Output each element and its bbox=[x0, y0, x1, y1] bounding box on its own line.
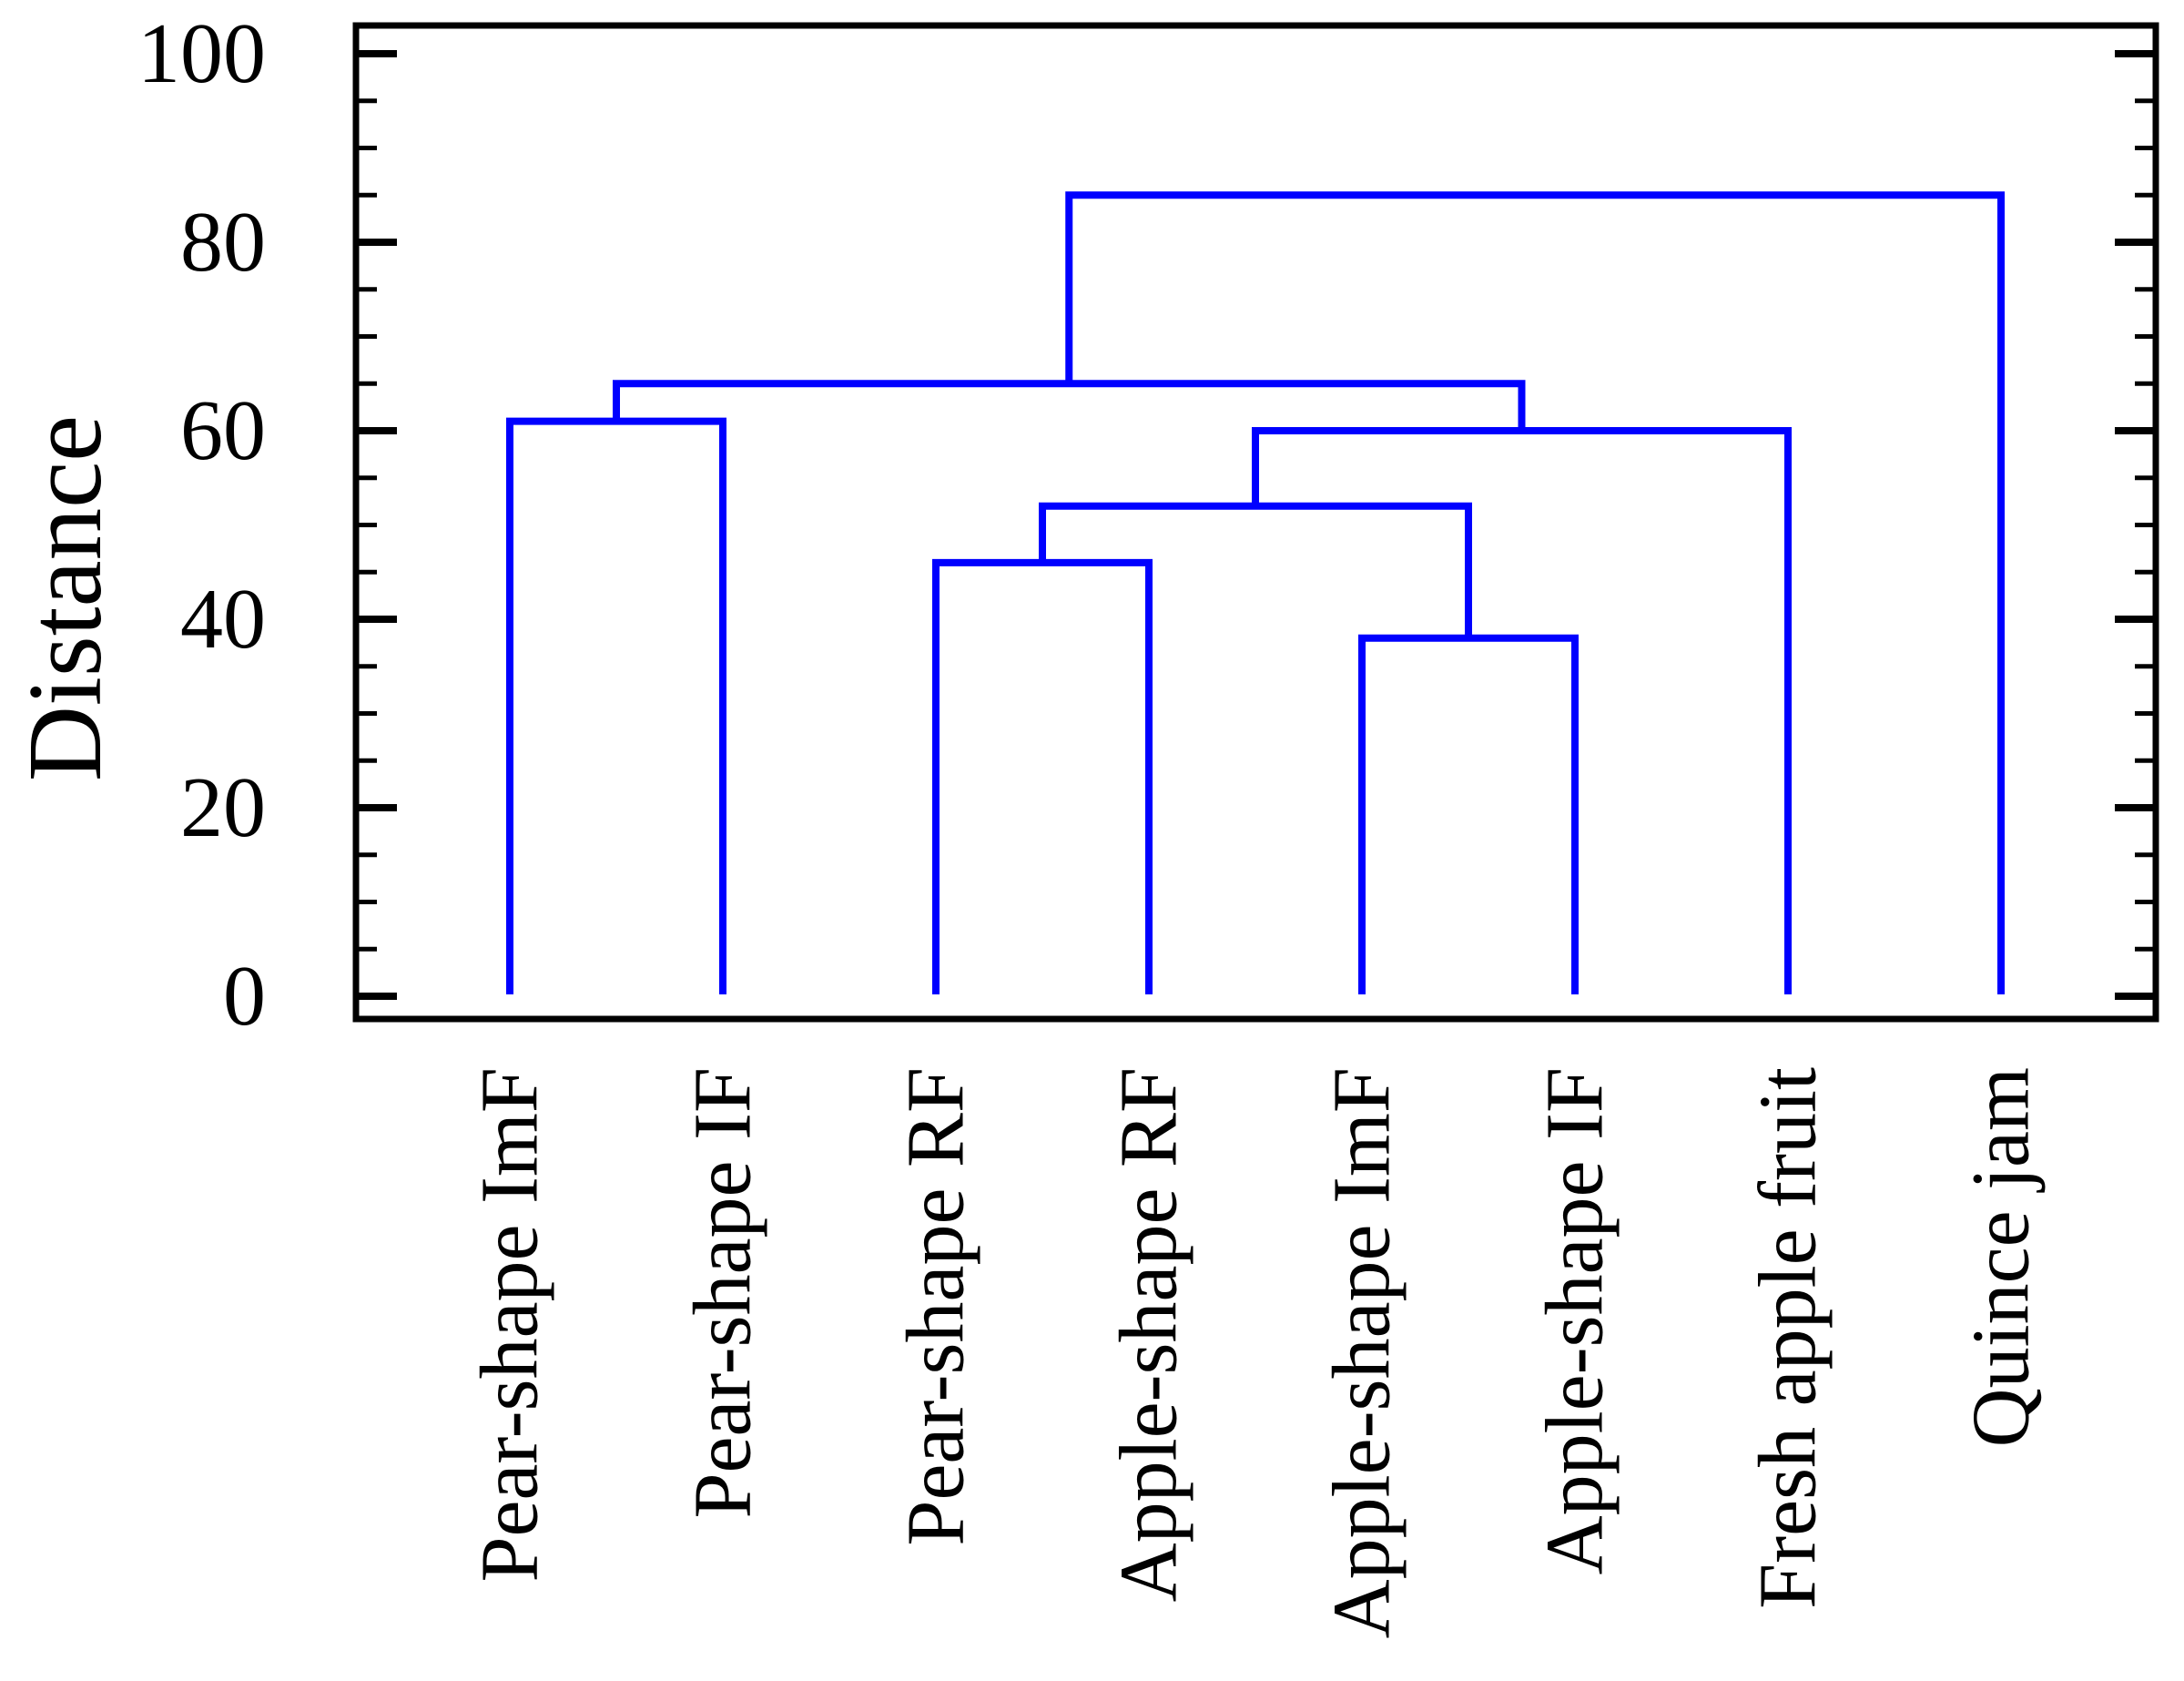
leaf-label-3: Apple-shape RF bbox=[1104, 1067, 1194, 1602]
leaf-label-1: Pear-shape IF bbox=[678, 1067, 768, 1519]
y-axis-tick-labels: 0 20 40 60 80 100 bbox=[137, 6, 266, 1044]
plot-frame bbox=[352, 22, 2159, 1023]
y-tick-label-100: 100 bbox=[137, 6, 266, 101]
leaf-label-2: Pear-shape RF bbox=[891, 1067, 981, 1546]
leaf-label-4: Apple-shape ImF bbox=[1317, 1067, 1407, 1638]
leaf-label-0: Pear-shape ImF bbox=[465, 1067, 555, 1583]
leaf-label-7: Quince jam bbox=[1956, 1067, 2047, 1447]
y-axis-ticks bbox=[359, 50, 2153, 1000]
y-axis-title: Distance bbox=[7, 415, 123, 781]
x-axis-leaf-labels: Pear-shape ImF Pear-shape IF Pear-shape RF… bbox=[465, 1067, 2047, 1638]
y-tick-label-40: 40 bbox=[180, 572, 266, 667]
y-tick-label-0: 0 bbox=[223, 949, 266, 1044]
dendrogram-links bbox=[506, 191, 2005, 994]
plot-area bbox=[356, 25, 2156, 1019]
leaf-label-6: Fresh apple fruit bbox=[1743, 1067, 1834, 1609]
dendrogram-link-G bbox=[1065, 191, 2005, 994]
y-tick-label-20: 20 bbox=[180, 760, 266, 855]
leaf-label-5: Apple-shape IF bbox=[1530, 1067, 1620, 1574]
y-tick-label-80: 80 bbox=[180, 195, 266, 290]
y-tick-label-60: 60 bbox=[180, 383, 266, 478]
